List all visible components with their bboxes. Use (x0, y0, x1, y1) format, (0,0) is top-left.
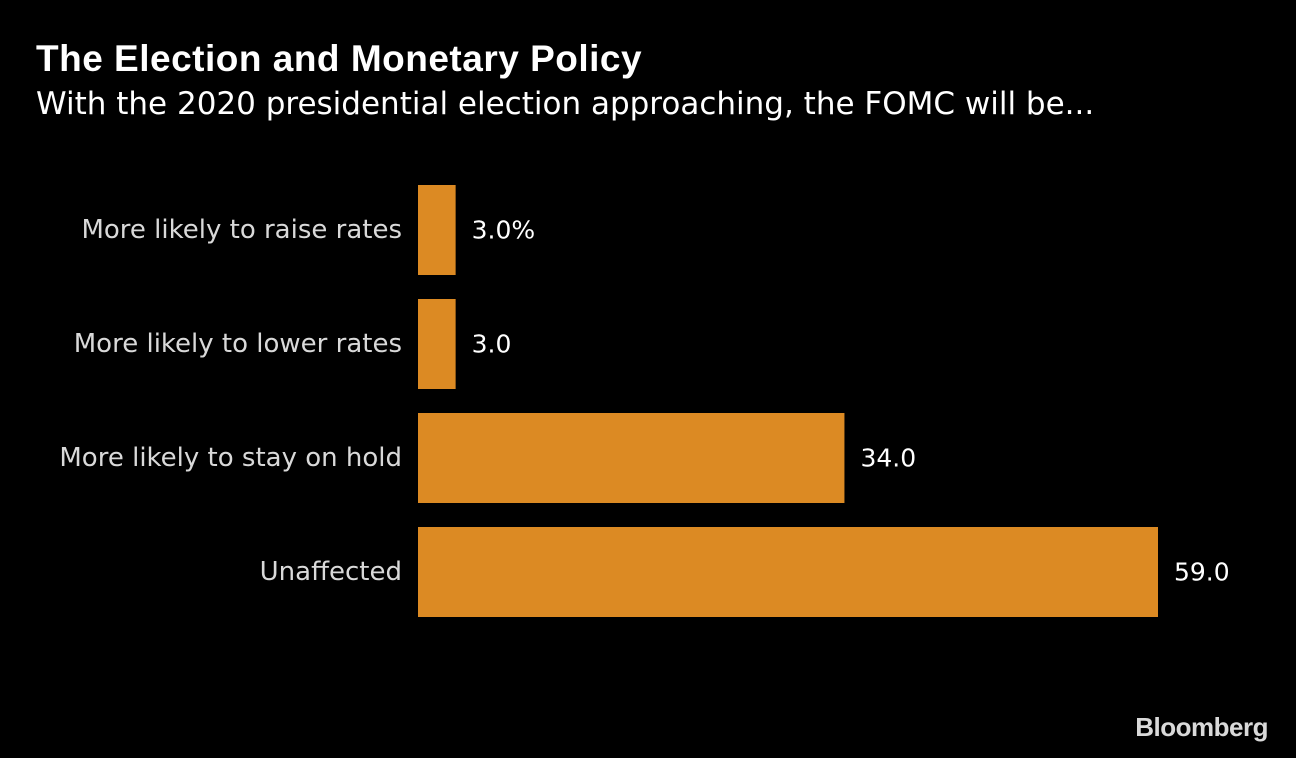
chart-subtitle: With the 2020 presidential election appr… (36, 86, 1095, 122)
bar (418, 527, 1158, 617)
value-label: 3.0% (472, 216, 536, 245)
bloomberg-logo: Bloomberg (1135, 712, 1268, 742)
bar (418, 299, 456, 389)
value-label: 3.0 (472, 330, 512, 359)
category-label: More likely to raise rates (81, 215, 402, 245)
chart-title: The Election and Monetary Policy (36, 38, 643, 79)
category-label: More likely to stay on hold (59, 443, 402, 473)
value-label: 59.0 (1174, 558, 1230, 587)
category-label: Unaffected (260, 557, 402, 587)
category-label: More likely to lower rates (74, 329, 402, 359)
bar (418, 413, 845, 503)
value-label: 34.0 (860, 444, 916, 473)
bar (418, 185, 456, 275)
